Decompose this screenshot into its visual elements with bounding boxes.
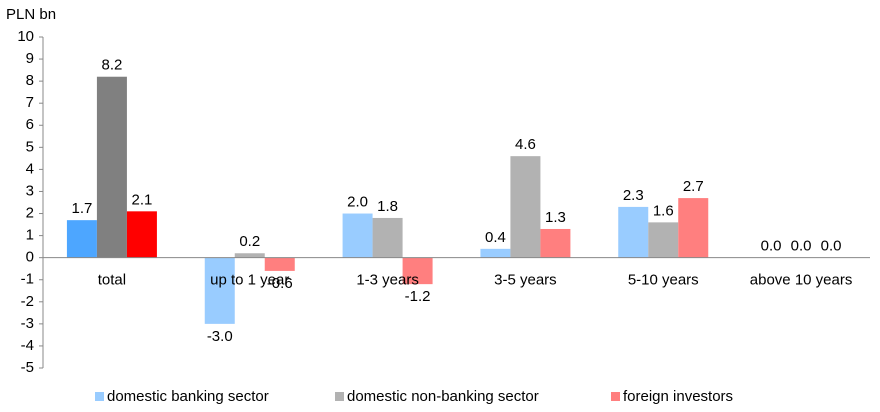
bar	[372, 217, 403, 258]
bar	[66, 220, 97, 258]
y-tick-label: 5	[26, 138, 34, 155]
y-axis-label: PLN bn	[6, 6, 56, 23]
legend-label: domestic non-banking sector	[347, 388, 539, 405]
bar	[204, 257, 235, 324]
bar	[618, 206, 649, 258]
bar	[540, 228, 571, 258]
x-tick-label: up to 1 year	[210, 272, 289, 289]
bar	[126, 211, 157, 258]
y-tick-label: 7	[26, 94, 34, 111]
y-tick-label: -1	[21, 271, 34, 288]
y-tick-label: 0	[26, 249, 34, 266]
bar	[234, 253, 265, 258]
data-label: 4.6	[515, 136, 536, 153]
y-tick-label: 6	[26, 116, 34, 133]
x-tick-label: 3-5 years	[494, 272, 557, 289]
data-label: 2.7	[683, 178, 704, 195]
y-tick-label: 8	[26, 72, 34, 89]
data-label: 0.2	[239, 233, 260, 250]
data-label: -0.6	[267, 275, 293, 292]
y-tick-label: 4	[26, 160, 34, 177]
legend-swatch	[335, 392, 344, 401]
data-label: 2.0	[347, 194, 368, 211]
bar	[402, 257, 433, 285]
y-tick-label: 2	[26, 205, 34, 222]
data-label: -1.2	[405, 288, 431, 305]
data-label: 0.0	[821, 238, 842, 255]
legend-swatch	[95, 392, 104, 401]
data-label: 1.8	[377, 198, 398, 215]
y-tick-label: 3	[26, 182, 34, 199]
data-label: -3.0	[207, 328, 233, 345]
data-label: 1.3	[545, 209, 566, 226]
y-tick-label: -5	[21, 359, 34, 376]
data-label: 2.3	[623, 187, 644, 204]
data-label: 0.0	[791, 238, 812, 255]
x-tick-label: 5-10 years	[628, 272, 699, 289]
legend-swatch	[611, 392, 620, 401]
data-label: 2.1	[131, 191, 152, 208]
data-label: 1.6	[653, 202, 674, 219]
y-tick-label: -2	[21, 293, 34, 310]
legend-label: domestic banking sector	[107, 388, 269, 405]
x-tick-label: 1-3 years	[356, 272, 419, 289]
bar	[648, 222, 679, 258]
y-tick-label: 1	[26, 227, 34, 244]
y-tick-label: 9	[26, 50, 34, 67]
bar	[96, 76, 127, 258]
data-label: 0.4	[485, 229, 506, 246]
y-tick-label: -4	[21, 337, 34, 354]
y-tick-label: -3	[21, 315, 34, 332]
bar	[678, 198, 709, 258]
data-label: 8.2	[101, 57, 122, 74]
data-label: 0.0	[761, 238, 782, 255]
bar	[480, 248, 511, 258]
y-tick-label: 10	[17, 28, 34, 45]
bar	[342, 213, 373, 258]
x-tick-label: total	[98, 272, 126, 289]
bar	[510, 156, 541, 258]
bar	[264, 257, 295, 271]
x-tick-label: above 10 years	[750, 272, 853, 289]
data-label: 1.7	[71, 200, 92, 217]
legend-label: foreign investors	[623, 388, 733, 405]
